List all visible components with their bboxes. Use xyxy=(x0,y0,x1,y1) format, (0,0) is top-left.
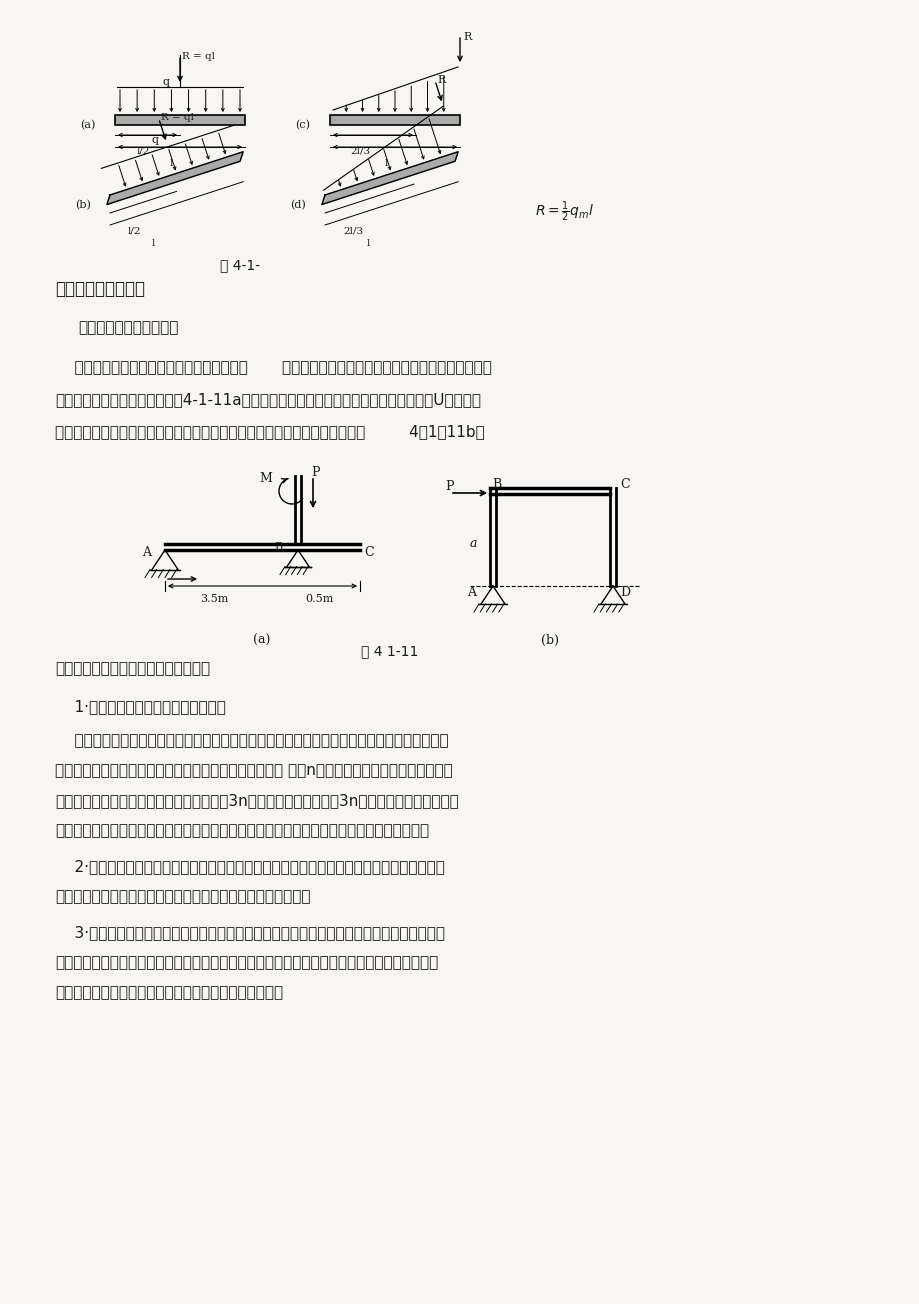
Text: l: l xyxy=(367,239,370,248)
Text: 物体系统是否静定，仅取决于系统内各物体所具有的独立平衡方程的个数以及系统未知量的总: 物体系统是否静定，仅取决于系统内各物体所具有的独立平衡方程的个数以及系统未知量的… xyxy=(55,733,448,748)
Text: B: B xyxy=(275,542,283,552)
Text: R: R xyxy=(462,33,471,42)
Text: R = ql: R = ql xyxy=(161,113,193,123)
Text: (c): (c) xyxy=(295,120,310,130)
Text: l/2: l/2 xyxy=(137,147,151,156)
Text: 3·分析研究对象的受力情况并画出受力图。在受力图上只画外力而不画内力。在各物体的拆: 3·分析研究对象的受力情况并画出受力图。在受力图上只画外力而不画内力。在各物体的… xyxy=(55,925,445,940)
Text: C: C xyxy=(364,546,373,559)
Text: q: q xyxy=(163,77,170,87)
Text: 2l/3: 2l/3 xyxy=(349,147,369,156)
Text: 2·选取研究对象的先后次序的原则是便于求解。根据已知条件和待求量，可以选取整个系统: 2·选取研究对象的先后次序的原则是便于求解。根据已知条件和待求量，可以选取整个系… xyxy=(55,859,445,874)
Text: l/2: l/2 xyxy=(128,227,142,236)
Text: $R=\frac{1}{2}q_m l$: $R=\frac{1}{2}q_m l$ xyxy=(535,200,594,224)
Text: 不能将作用在系统中其他部分上的力传递、移动和合成。: 不能将作用在系统中其他部分上的力传递、移动和合成。 xyxy=(55,985,283,1000)
Text: （二）物体系统平衡问题的解法和步骤: （二）物体系统平衡问题的解法和步骤 xyxy=(55,661,210,675)
Text: 0.5m: 0.5m xyxy=(305,595,333,604)
Text: 为研究对象，也可以是其中的某些部分或某一物体为研究对象；: 为研究对象，也可以是其中的某些部分或某一物体为研究对象； xyxy=(55,889,311,904)
Text: C: C xyxy=(619,479,629,492)
Text: (d): (d) xyxy=(289,200,305,210)
Text: 1·判断物体系统是否属于静定系统。: 1·判断物体系统是否属于静定系统。 xyxy=(55,699,226,715)
Text: R = ql: R = ql xyxy=(182,52,215,61)
Text: 若未知量的数目等于独立平衡方程的数目，       则应用刚体静力学的理论，就可以求得全部未知量，: 若未知量的数目等于独立平衡方程的数目， 则应用刚体静力学的理论，就可以求得全部未… xyxy=(55,360,492,376)
Polygon shape xyxy=(107,151,243,205)
Text: 这样的问题称为静定问题，如图4-1-11a。若未知量的数目超过独立平衡方程的数目，则U单独应用: 这样的问题称为静定问题，如图4-1-11a。若未知量的数目超过独立平衡方程的数目… xyxy=(55,393,481,407)
Text: 开处，物体间的相互作用力必须符合作用与反作用定律。画物体系统中某研究对象的受力图时，: 开处，物体间的相互作用力必须符合作用与反作用定律。画物体系统中某研究对象的受力图… xyxy=(55,955,437,970)
Bar xyxy=(330,115,460,125)
Text: (b): (b) xyxy=(540,634,559,647)
Bar xyxy=(115,115,244,125)
Text: l: l xyxy=(152,239,155,248)
Text: 中某些物体受其他力系作用时，则其独立平衡方程数以及所能求出的未知量数均将相应变化。: 中某些物体受其他力系作用时，则其独立平衡方程数以及所能求出的未知量数均将相应变化… xyxy=(55,823,428,838)
Text: a: a xyxy=(470,537,477,550)
Polygon shape xyxy=(322,151,458,205)
Text: D: D xyxy=(619,585,630,599)
Text: 六、物体系统的平衡: 六、物体系统的平衡 xyxy=(55,280,145,299)
Text: 2l/3: 2l/3 xyxy=(343,227,363,236)
Text: 数，而不能由系统中某个研究对象来判断系统是否静定。 若由n个物体组成的静定系统，且在平面: 数，而不能由系统中某个研究对象来判断系统是否静定。 若由n个物体组成的静定系统，… xyxy=(55,763,452,778)
Text: 图 4 1-11: 图 4 1-11 xyxy=(361,644,418,659)
Text: (a): (a) xyxy=(253,634,270,647)
Text: l: l xyxy=(384,159,388,168)
Text: M: M xyxy=(259,472,272,485)
Text: 刚体静力学的理论就不能求出全部未知量，这样的问题称为静不定问题，如图         4－1－11b。: 刚体静力学的理论就不能求出全部未知量，这样的问题称为静不定问题，如图 4－1－1… xyxy=(55,424,484,439)
Text: P: P xyxy=(445,480,453,493)
Text: l: l xyxy=(170,159,173,168)
Text: q: q xyxy=(152,136,159,145)
Text: R: R xyxy=(437,76,445,85)
Text: 图 4-1-: 图 4-1- xyxy=(220,258,260,273)
Text: 3.5m: 3.5m xyxy=(199,595,228,604)
Text: (a): (a) xyxy=(80,120,96,130)
Text: 任意力系作用下平衡，则该系统总共可列出3n个独立平衡方程以解出3n个未知量。当然，若系统: 任意力系作用下平衡，则该系统总共可列出3n个独立平衡方程以解出3n个未知量。当然… xyxy=(55,793,459,808)
Text: A: A xyxy=(467,585,475,599)
Text: B: B xyxy=(492,479,501,492)
Text: （一）静定与静不定问题: （一）静定与静不定问题 xyxy=(78,319,178,335)
Text: A: A xyxy=(142,546,151,559)
Text: P: P xyxy=(311,466,319,479)
Text: (b): (b) xyxy=(75,200,91,210)
